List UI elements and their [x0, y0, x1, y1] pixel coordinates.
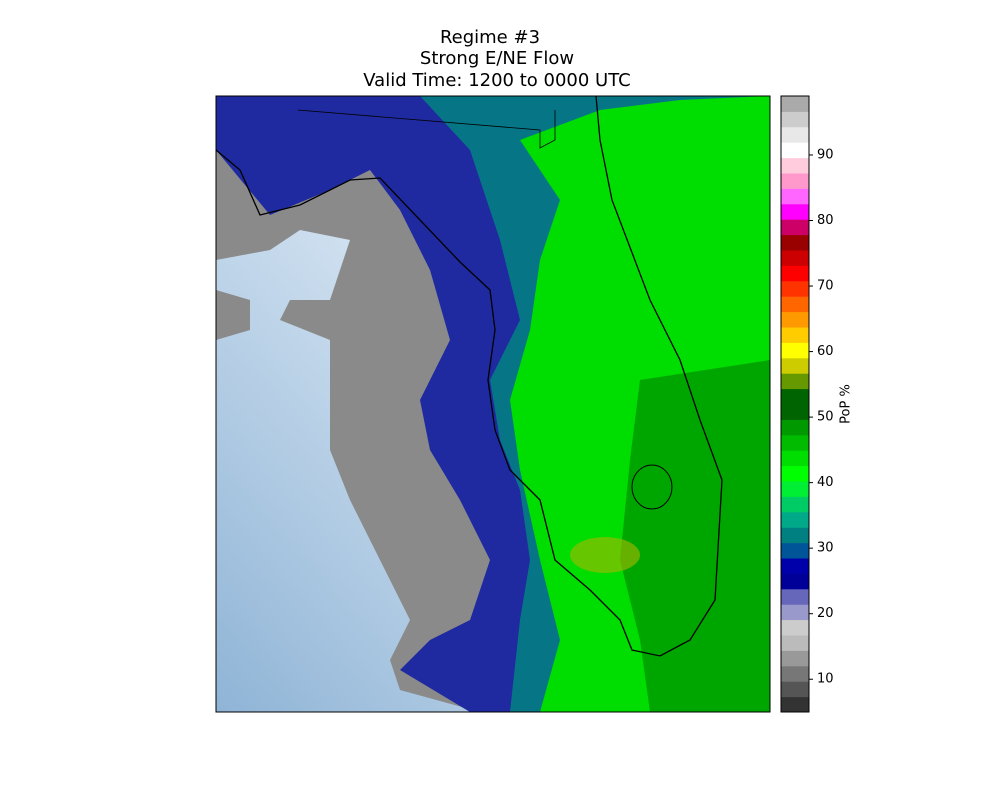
- colorbar-band: [781, 588, 809, 605]
- state-border: [297, 109, 556, 149]
- colorbar-band: [781, 342, 809, 359]
- colorbar-band: [781, 388, 809, 405]
- colorbar-band: [781, 650, 809, 667]
- colorbar-band: [781, 511, 809, 528]
- colorbar-band: [781, 219, 809, 236]
- colorbar-band: [781, 681, 809, 698]
- colorbar-band: [781, 696, 809, 713]
- colorbar-band: [781, 373, 809, 390]
- colorbar-band: [781, 111, 809, 128]
- colorbar-band: [781, 265, 809, 282]
- colorbar: 10 20 30 40 50 60 70 80 90: [781, 96, 834, 713]
- colorbar-band: [781, 404, 809, 420]
- colorbar-band: [781, 157, 809, 174]
- colorbar-band: [781, 357, 809, 374]
- yellow-patch: [570, 537, 640, 573]
- colorbar-band: [781, 280, 809, 297]
- title-line: Valid Time: 1200 to 0000 UTC: [363, 70, 630, 91]
- colorbar-band: [781, 527, 809, 544]
- tick-label: 70: [817, 279, 834, 294]
- colorbar-band: [781, 434, 809, 451]
- colorbar-band: [781, 173, 809, 189]
- colorbar-band: [781, 126, 809, 143]
- colorbar-band: [781, 635, 809, 651]
- colorbar-band: [781, 188, 809, 205]
- tick-label: 20: [817, 606, 834, 621]
- dark-green-region: [620, 360, 770, 712]
- map: [216, 96, 770, 712]
- map-frame: [215, 95, 771, 713]
- colorbar-band: [781, 327, 809, 343]
- colorbar-label: PoP %: [839, 384, 854, 424]
- tick-label: 90: [817, 147, 834, 162]
- colorbar-band: [781, 619, 809, 636]
- colorbar-band: [781, 234, 809, 251]
- colorbar-band: [781, 496, 809, 513]
- colorbar-band: [781, 450, 809, 467]
- tick-label: 10: [817, 672, 834, 687]
- coastline: [216, 96, 723, 657]
- title-line: Regime #3: [440, 27, 540, 48]
- colorbar-band: [781, 665, 809, 682]
- colorbar-band: [781, 250, 809, 266]
- colorbar-band: [781, 465, 809, 482]
- colorbar-band: [781, 96, 809, 112]
- colorbar-band: [781, 311, 809, 328]
- title-line: Strong E/NE Flow: [420, 48, 574, 69]
- colorbar-band: [781, 573, 809, 590]
- colorbar-band: [781, 558, 809, 574]
- colorbar-band: [781, 542, 809, 559]
- colorbar-band: [781, 481, 809, 497]
- colorbar-frame: [780, 95, 810, 713]
- colorbar-band: [781, 296, 809, 313]
- tick-label: 50: [817, 410, 834, 425]
- colorbar-band: [781, 203, 809, 220]
- tick-label: 30: [817, 541, 834, 556]
- colorbar-band: [781, 604, 809, 621]
- colorbar-band: [781, 419, 809, 436]
- tick-label: 60: [817, 344, 834, 359]
- colorbar-band: [781, 142, 809, 159]
- lake-okeechobee: [631, 464, 673, 510]
- tick-label: 80: [817, 213, 834, 228]
- tick-label: 40: [817, 475, 834, 490]
